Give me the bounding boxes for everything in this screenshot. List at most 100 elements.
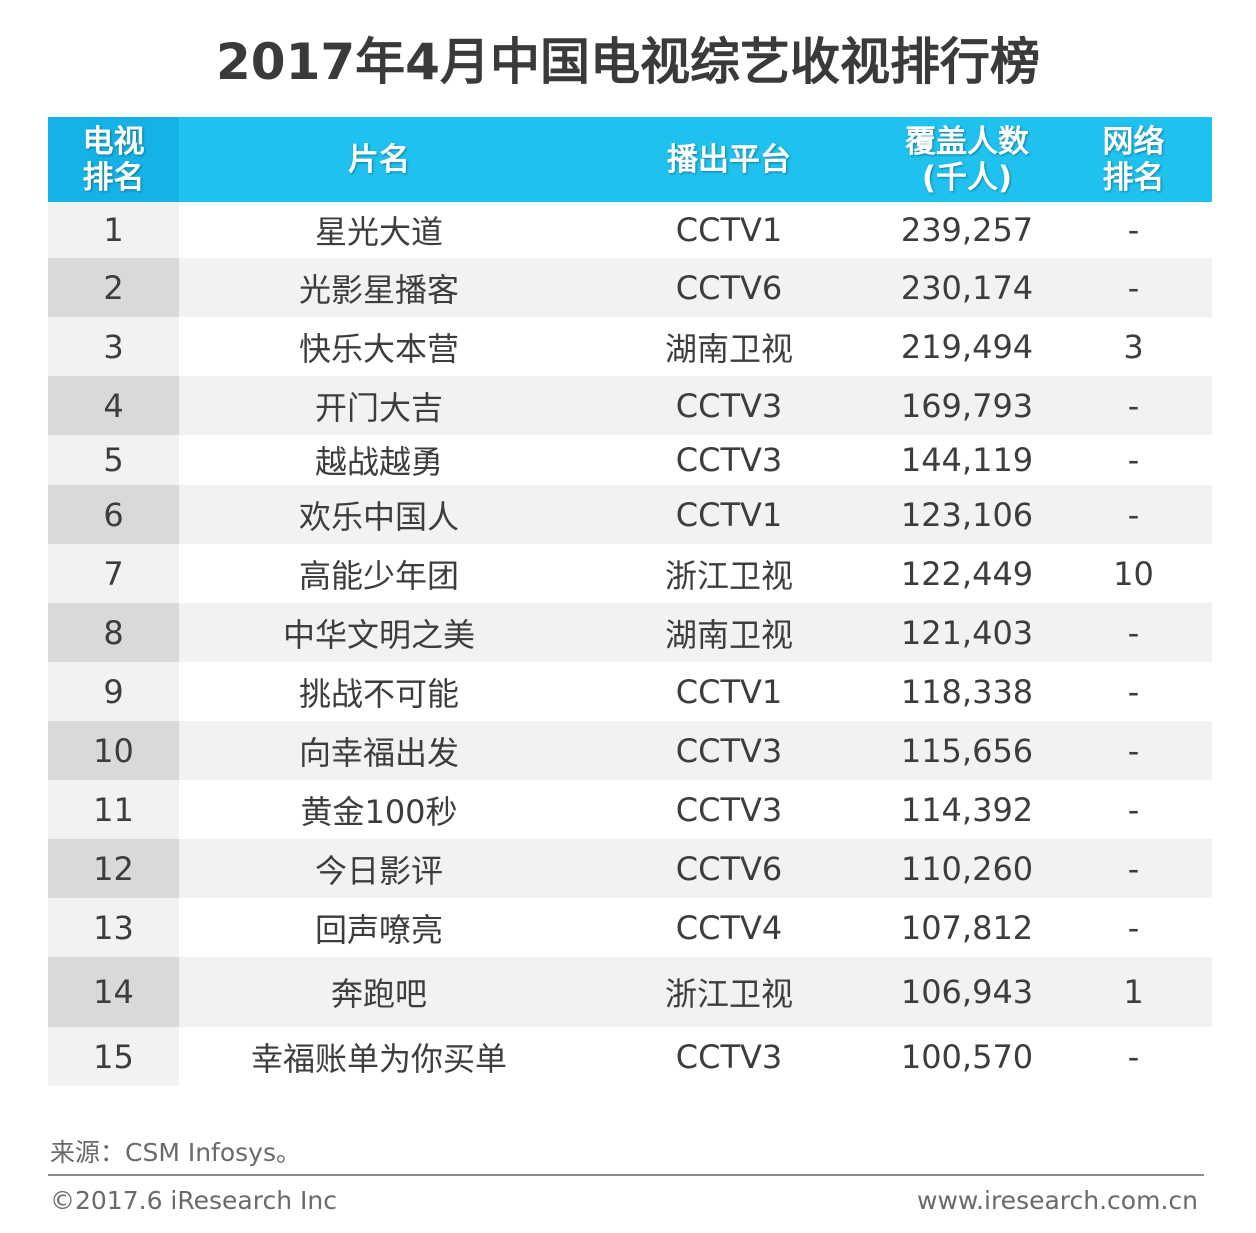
tv-rank-cell: 6	[48, 485, 179, 544]
net-rank-cell: -	[1127, 1037, 1140, 1076]
tv-rank-cell: 12	[48, 839, 179, 898]
net-rank-cell: 1	[1055, 957, 1212, 1027]
net-rank-cell: -	[1055, 258, 1212, 317]
net-rank-cell: -	[1127, 790, 1140, 829]
program-name-cell: 越战越勇	[314, 443, 443, 481]
program-name-cell: 快乐大本营	[298, 329, 459, 368]
header-coverage-line2: (千人)	[921, 159, 1013, 196]
program-name-cell: 今日影评	[179, 839, 579, 898]
tv-rank-cell: 14	[48, 957, 179, 1027]
platform-cell: CCTV3	[675, 790, 783, 829]
header-net-rank: 网络 排名	[1055, 117, 1212, 202]
coverage-cell: 110,260	[879, 839, 1055, 898]
tv-rank-cell: 7	[48, 544, 179, 603]
footer-divider	[48, 1174, 1204, 1176]
table-row: 3 快乐大本营 湖南卫视 219,494 3	[48, 317, 1212, 376]
platform-cell: CCTV3	[579, 376, 879, 435]
program-name-cell: 幸福账单为你买单	[250, 1039, 507, 1078]
platform-cell: CCTV1	[675, 211, 783, 249]
net-rank-cell: 10	[1113, 554, 1154, 593]
table-row: 14 奔跑吧 浙江卫视 106,943 1	[48, 957, 1212, 1027]
coverage-cell: 121,403	[879, 603, 1055, 662]
header-coverage: 覆盖人数 (千人)	[879, 117, 1055, 202]
platform-cell: CCTV3	[675, 441, 783, 479]
platform-cell: 浙江卫视	[579, 957, 879, 1027]
header-tv-rank-line2: 排名	[82, 159, 145, 196]
program-name-cell: 回声嘹亮	[314, 910, 443, 949]
tv-rank-cell: 15	[48, 1027, 179, 1086]
platform-cell: CCTV6	[579, 839, 879, 898]
net-rank-cell: -	[1127, 908, 1140, 947]
program-name-cell: 高能少年团	[298, 556, 459, 595]
coverage-cell: 100,570	[900, 1037, 1034, 1076]
net-rank-cell: -	[1055, 603, 1212, 662]
platform-cell: 湖南卫视	[664, 329, 793, 368]
table-row: 5 越战越勇 CCTV3 144,119 -	[48, 435, 1212, 485]
tv-rank-cell: 1	[48, 202, 179, 258]
coverage-cell: 239,257	[900, 211, 1034, 249]
header-net-rank-line1: 网络	[1102, 123, 1165, 160]
tv-rank-cell: 5	[48, 435, 179, 485]
program-name-cell: 星光大道	[314, 213, 443, 251]
table-row: 2 光影星播客 CCTV6 230,174-	[48, 258, 1212, 317]
coverage-cell: 123,106	[879, 485, 1055, 544]
program-name-cell: 挑战不可能	[298, 674, 459, 713]
net-rank-cell: -	[1055, 485, 1212, 544]
platform-cell: CCTV3	[675, 1037, 783, 1076]
header-coverage-line1: 覆盖人数	[905, 123, 1029, 160]
coverage-cell: 114,392	[900, 790, 1034, 829]
tv-rank-cell: 2	[48, 258, 179, 317]
header-net-rank-line2: 排名	[1102, 159, 1165, 196]
table-header: 电视 排名 片名 播出平台 覆盖人数 (千人) 网络 排名	[48, 117, 1212, 202]
table-row: 4 开门大吉 CCTV3 169,793-	[48, 376, 1212, 435]
coverage-cell: 107,812	[900, 908, 1034, 947]
program-name-cell: 开门大吉	[179, 376, 579, 435]
coverage-cell: 122,449	[900, 554, 1034, 593]
coverage-cell: 144,119	[900, 441, 1034, 479]
tv-rank-cell: 3	[48, 317, 179, 376]
table-body: 1 星光大道 CCTV1 239,257-2 光影星播客 CCTV6 230,174-3 快乐…	[48, 202, 1212, 1086]
net-rank-cell: -	[1055, 376, 1212, 435]
table-row: 10 向幸福出发 CCTV3 115,656-	[48, 721, 1212, 780]
coverage-cell: 219,494	[900, 327, 1034, 366]
table-row: 13 回声嘹亮 CCTV4 107,812 -	[48, 898, 1212, 957]
net-rank-cell: -	[1055, 839, 1212, 898]
coverage-cell: 118,338	[900, 672, 1034, 711]
program-name-cell: 向幸福出发	[179, 721, 579, 780]
table-row: 9 挑战不可能 CCTV1 118,338 -	[48, 662, 1212, 721]
header-platform: 播出平台	[579, 117, 879, 202]
website-link[interactable]: www.iresearch.com.cn	[917, 1186, 1198, 1215]
table-row: 12 今日影评 CCTV6 110,260-	[48, 839, 1212, 898]
tv-rank-cell: 13	[48, 898, 179, 957]
platform-cell: 浙江卫视	[664, 556, 793, 595]
program-name-cell: 欢乐中国人	[179, 485, 579, 544]
table-row: 1 星光大道 CCTV1 239,257 -	[48, 202, 1212, 258]
header-tv-rank: 电视 排名	[48, 117, 179, 202]
coverage-cell: 106,943	[879, 957, 1055, 1027]
tv-rank-cell: 11	[48, 780, 179, 839]
platform-cell: CCTV3	[579, 721, 879, 780]
source-note: 来源：CSM Infosys。	[50, 1138, 302, 1167]
header-title: 片名	[179, 117, 579, 202]
program-name-cell: 奔跑吧	[179, 957, 579, 1027]
platform-cell: CCTV4	[675, 908, 783, 947]
table-row: 15 幸福账单为你买单 CCTV3 100,570 -	[48, 1027, 1212, 1086]
platform-cell: 湖南卫视	[579, 603, 879, 662]
header-tv-rank-line1: 电视	[82, 123, 145, 160]
ratings-table: 电视 排名 片名 播出平台 覆盖人数 (千人) 网络 排名 1 星光大道 CCTV1…	[48, 117, 1212, 1086]
net-rank-cell: -	[1127, 672, 1140, 711]
coverage-cell: 169,793	[879, 376, 1055, 435]
tv-rank-cell: 9	[48, 662, 179, 721]
table-row: 11 黄金100秒 CCTV3 114,392 -	[48, 780, 1212, 839]
program-name-cell: 黄金100秒	[300, 792, 458, 831]
program-name-cell: 中华文明之美	[179, 603, 579, 662]
table-row: 6 欢乐中国人 CCTV1 123,106-	[48, 485, 1212, 544]
coverage-cell: 115,656	[879, 721, 1055, 780]
tv-rank-cell: 4	[48, 376, 179, 435]
platform-cell: CCTV1	[579, 485, 879, 544]
table-row: 8 中华文明之美 湖南卫视 121,403-	[48, 603, 1212, 662]
coverage-cell: 230,174	[879, 258, 1055, 317]
platform-cell: CCTV6	[579, 258, 879, 317]
program-name-cell: 光影星播客	[179, 258, 579, 317]
net-rank-cell: 3	[1123, 327, 1144, 366]
